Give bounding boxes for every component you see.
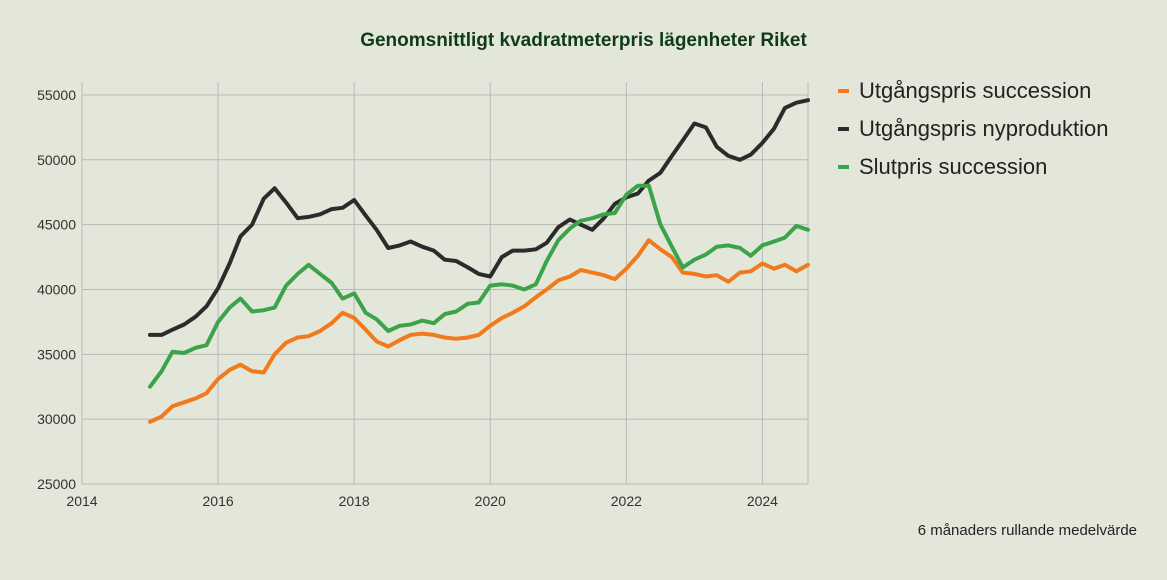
- legend-swatch: [838, 165, 849, 169]
- series-line-0: [148, 238, 810, 424]
- x-tick-label: 2020: [475, 493, 506, 509]
- legend-item-slutpris-succession[interactable]: Slutpris succession: [838, 148, 1108, 186]
- y-tick-label: 30000: [37, 411, 76, 427]
- series-line-1: [148, 98, 810, 337]
- x-tick-label: 2016: [203, 493, 234, 509]
- legend: Utgångspris succession Utgångspris nypro…: [838, 72, 1108, 186]
- y-tick-label: 35000: [37, 346, 76, 362]
- x-tick-label: 2018: [339, 493, 370, 509]
- chart-title: Genomsnittligt kvadratmeterpris lägenhet…: [360, 30, 807, 51]
- y-tick-label: 25000: [37, 476, 76, 492]
- legend-label: Utgångspris nyproduktion: [859, 116, 1109, 141]
- legend-label: Slutpris succession: [859, 154, 1048, 179]
- legend-swatch: [838, 89, 849, 93]
- x-tick-label: 2014: [66, 493, 97, 509]
- y-tick-label: 55000: [37, 87, 76, 103]
- chart-note: 6 månaders rullande medelvärde: [917, 522, 1137, 539]
- legend-item-utgangspris-succession[interactable]: Utgångspris succession: [838, 72, 1108, 110]
- y-tick-label: 50000: [37, 152, 76, 168]
- chart-series: [148, 98, 810, 424]
- legend-item-utgangspris-nyproduktion[interactable]: Utgångspris nyproduktion: [838, 110, 1108, 148]
- chart-axes: 25000 30000 35000 40000 45000 50000 55000 2014 2…: [37, 87, 778, 509]
- x-tick-label: 2024: [747, 493, 778, 509]
- y-tick-label: 40000: [37, 281, 76, 297]
- x-tick-label: 2022: [611, 493, 642, 509]
- series-line-2: [148, 183, 810, 389]
- legend-swatch: [838, 127, 849, 131]
- chart-grid: [81, 82, 809, 485]
- y-tick-label: 45000: [37, 217, 76, 233]
- legend-label: Utgångspris succession: [859, 78, 1092, 103]
